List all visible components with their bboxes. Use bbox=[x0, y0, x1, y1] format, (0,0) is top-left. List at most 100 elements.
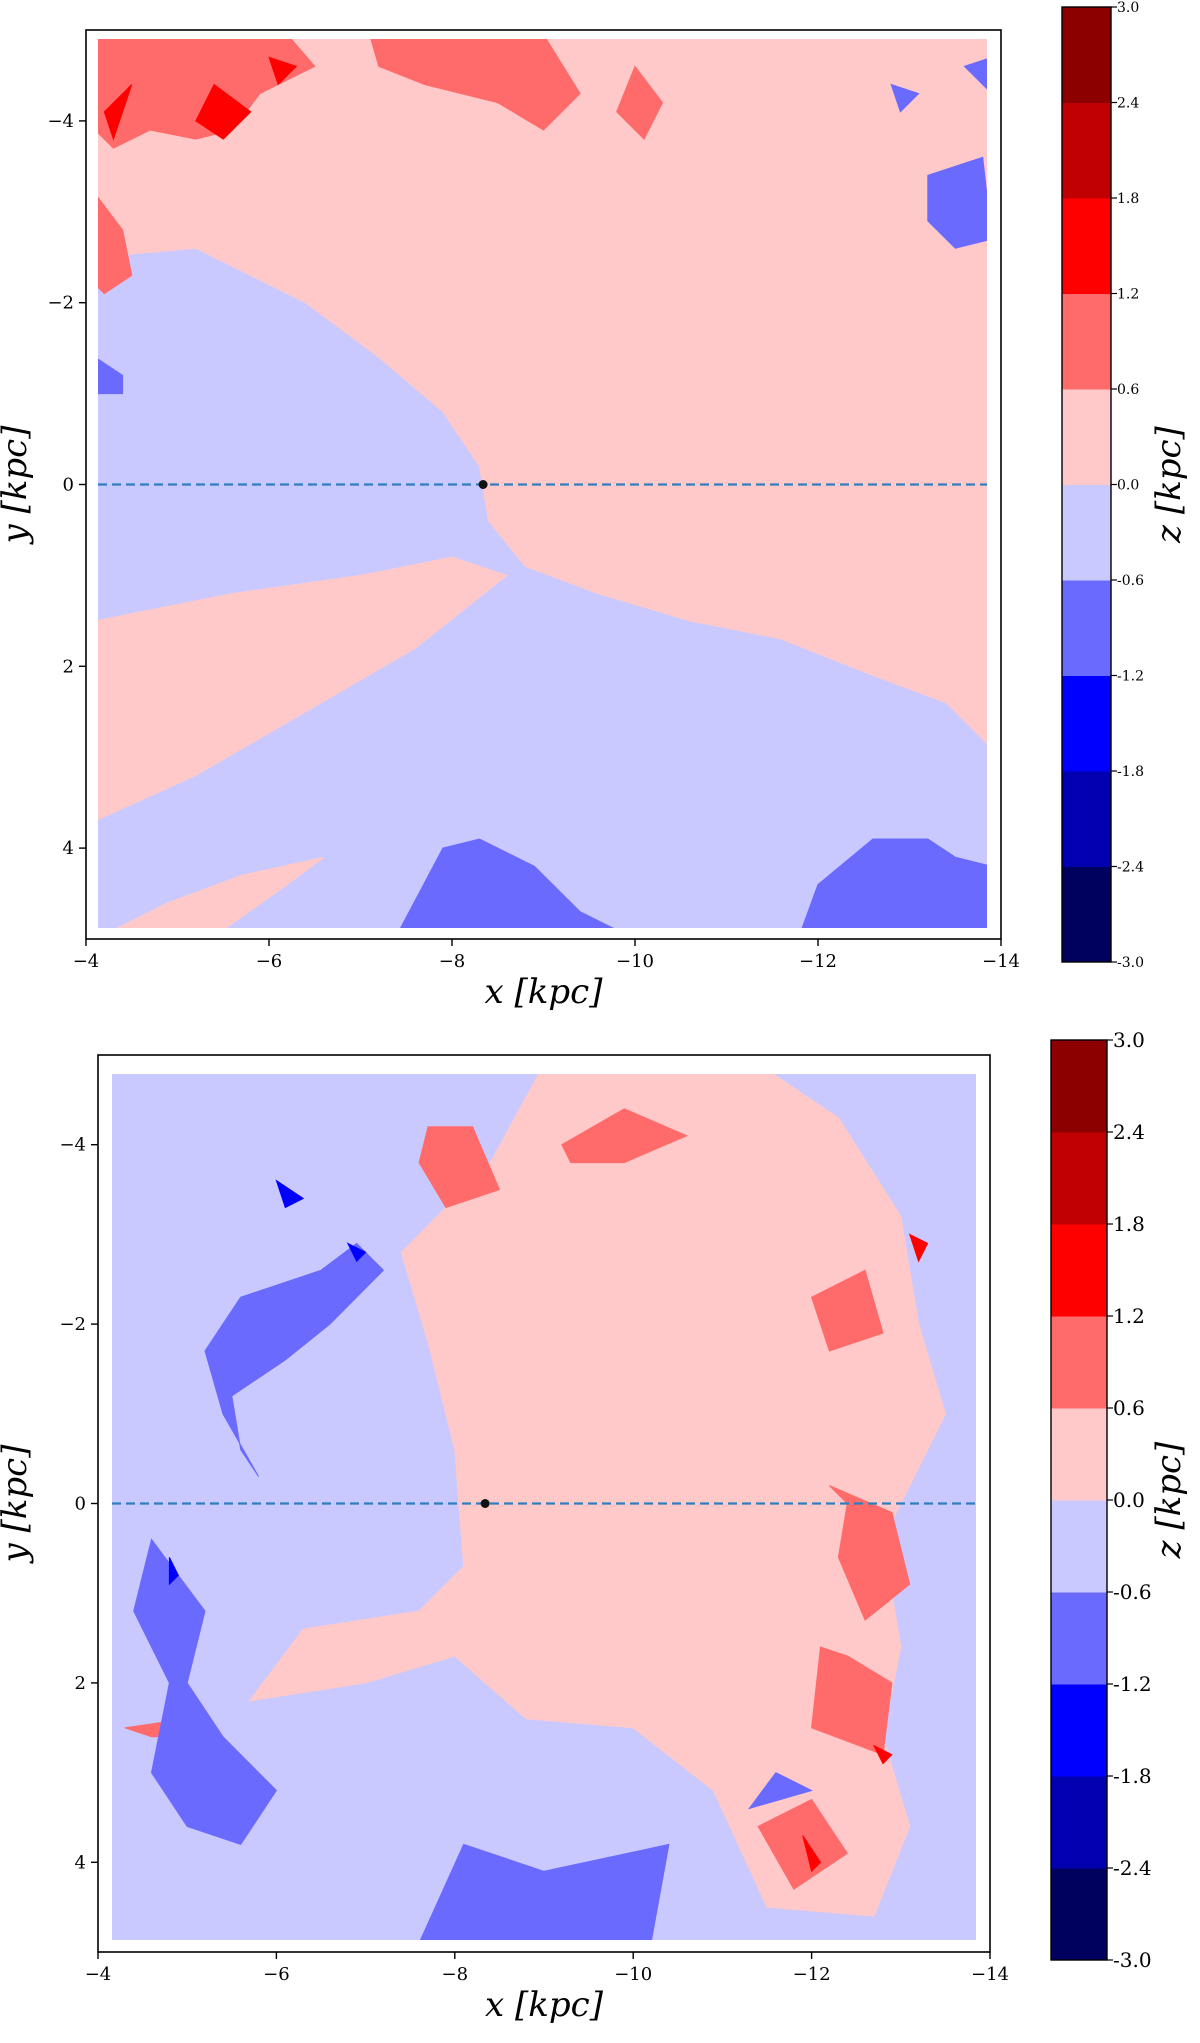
colorbar-band bbox=[1062, 389, 1111, 485]
contour-region bbox=[757, 1798, 848, 1890]
colorbar-band bbox=[1051, 1684, 1107, 1777]
contour-region bbox=[268, 56, 298, 86]
contour-region bbox=[204, 1242, 385, 1477]
y-axis: −4 −2 0 2 4 bbox=[59, 1135, 98, 1873]
y-axis-label: y [kpc] bbox=[0, 1444, 35, 1565]
colorbar-band bbox=[1051, 1040, 1107, 1133]
x-axis-label: x [kpc] bbox=[485, 1985, 604, 2025]
x-tick-label: −10 bbox=[614, 1964, 652, 1985]
y-tick-label: 0 bbox=[75, 1494, 86, 1515]
colorbar-label: z [kpc] bbox=[1149, 1441, 1189, 1559]
contour-region bbox=[98, 39, 987, 744]
contour-region bbox=[616, 65, 664, 140]
colorbar-tick-label: -1.2 bbox=[1113, 1672, 1152, 1696]
colorbar-tick-label: 1.8 bbox=[1117, 191, 1139, 207]
colorbar-tick-label: 1.8 bbox=[1113, 1212, 1145, 1236]
contour-region bbox=[399, 838, 614, 928]
x-tick-label: −12 bbox=[799, 951, 837, 972]
contour-region bbox=[872, 1744, 893, 1765]
chart-panel-bottom: −4 −6 −8 −10 −12 −14 x [kpc] −4 −2 0 2 4 y [kpc] -3.0… bbox=[0, 1028, 1189, 2025]
colorbar-band bbox=[1051, 1592, 1107, 1685]
contour-region bbox=[103, 84, 133, 141]
colorbar-band bbox=[1051, 1500, 1107, 1593]
contour-region bbox=[98, 358, 124, 395]
y-tick-label: 2 bbox=[63, 656, 74, 677]
contour-region bbox=[98, 196, 133, 295]
colorbar-tick-label: 1.2 bbox=[1117, 286, 1139, 302]
x-tick-label: −4 bbox=[73, 951, 100, 972]
contour-region bbox=[195, 83, 252, 140]
contour-region bbox=[346, 1242, 367, 1263]
y-tick-label: 0 bbox=[63, 475, 74, 496]
colorbar-band bbox=[1051, 1408, 1107, 1501]
x-tick-label: −10 bbox=[616, 951, 654, 972]
colorbar-tick-label: -2.4 bbox=[1117, 859, 1144, 875]
colorbar-tick-label: -1.8 bbox=[1117, 764, 1144, 780]
x-axis-label: x [kpc] bbox=[485, 972, 604, 1012]
contour-region bbox=[98, 39, 316, 149]
colorbar-band bbox=[1062, 293, 1111, 390]
x-tick-label: −14 bbox=[971, 1964, 1009, 1985]
colorbar-tick-label: 0.6 bbox=[1113, 1396, 1145, 1420]
contour-region bbox=[418, 1126, 501, 1209]
x-tick-label: −4 bbox=[85, 1964, 112, 1985]
colorbar-band bbox=[1051, 1776, 1107, 1869]
colorbar-band bbox=[1062, 580, 1111, 676]
x-tick-label: −6 bbox=[263, 1964, 290, 1985]
contour-region bbox=[98, 556, 508, 821]
colorbar-band bbox=[1051, 1224, 1107, 1317]
colorbar-label: z [kpc] bbox=[1149, 425, 1189, 543]
y-tick-label: 4 bbox=[75, 1852, 86, 1873]
y-tick-label: −4 bbox=[59, 1135, 86, 1156]
contour-region bbox=[810, 1269, 884, 1352]
x-tick-label: −6 bbox=[256, 951, 283, 972]
colorbar-tick-label: 0.6 bbox=[1117, 382, 1139, 398]
contour-regions bbox=[124, 1074, 946, 1940]
colorbar-tick-label: -0.6 bbox=[1117, 573, 1144, 589]
x-tick-label: −12 bbox=[793, 1964, 831, 1985]
contour-region bbox=[747, 1771, 813, 1810]
contour-region bbox=[890, 83, 920, 113]
contour-region bbox=[801, 838, 987, 928]
colorbar-band bbox=[1051, 1132, 1107, 1225]
contour-region bbox=[561, 1108, 688, 1164]
y-tick-label: −2 bbox=[59, 1314, 86, 1335]
colorbar-tick-label: -1.2 bbox=[1117, 668, 1144, 684]
y-tick-label: −4 bbox=[47, 111, 74, 132]
colorbar-tick-label: 3.0 bbox=[1117, 0, 1139, 16]
colorbar-tick-label: 0.0 bbox=[1113, 1488, 1145, 1512]
contour-region bbox=[908, 1233, 929, 1263]
colorbar: -3.0 -2.4 -1.8 -1.2 -0.6 0.0 0.6 1.2 1.8 2.4 3.0 z … bbox=[1050, 1028, 1189, 1972]
colorbar-band bbox=[1062, 675, 1111, 772]
colorbar-tick-label: 2.4 bbox=[1113, 1120, 1145, 1144]
colorbar-tick-label: -1.8 bbox=[1113, 1764, 1152, 1788]
colorbar-band bbox=[1062, 102, 1111, 199]
x-axis: −4 −6 −8 −10 −12 −14 bbox=[73, 939, 1020, 972]
y-tick-label: 4 bbox=[63, 838, 74, 859]
colorbar-tick-label: -3.0 bbox=[1117, 955, 1144, 971]
colorbar-tick-label: 3.0 bbox=[1113, 1028, 1145, 1052]
contour-region bbox=[248, 1074, 946, 1917]
colorbar-band bbox=[1062, 866, 1111, 963]
contour-region bbox=[168, 1557, 179, 1586]
contour-region bbox=[370, 39, 581, 131]
y-axis-label: y [kpc] bbox=[0, 425, 35, 546]
colorbar-tick-label: -2.4 bbox=[1113, 1856, 1152, 1880]
colorbar-tick-label: 0.0 bbox=[1117, 477, 1139, 493]
contour-region bbox=[116, 856, 325, 928]
colorbar: -3.0 -2.4 -1.8 -1.2 -0.6 0.0 0.6 1.2 1.8 2.4 3.0 z … bbox=[1061, 0, 1189, 971]
contour-region bbox=[419, 1843, 670, 1940]
x-axis: −4 −6 −8 −10 −12 −14 bbox=[85, 1952, 1009, 1985]
x-tick-label: −8 bbox=[442, 1964, 469, 1985]
y-tick-label: −2 bbox=[47, 293, 74, 314]
x-tick-label: −14 bbox=[982, 951, 1020, 972]
colorbar-band bbox=[1062, 198, 1111, 294]
colorbar-tick-label: 2.4 bbox=[1117, 95, 1139, 111]
chart-panel-top: −4 −6 −8 −10 −12 −14 x [kpc] −4 −2 0 2 4 y [kpc] -3.0… bbox=[0, 0, 1189, 1012]
sun-marker bbox=[480, 1499, 490, 1508]
colorbar-band bbox=[1051, 1316, 1107, 1409]
colorbar-band bbox=[1062, 771, 1111, 867]
contour-region bbox=[133, 1538, 278, 1845]
contour-region bbox=[963, 58, 987, 90]
